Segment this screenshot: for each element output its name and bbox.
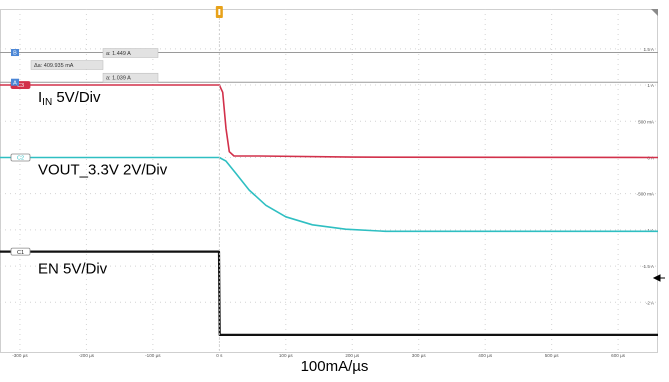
trigger-marker	[215, 6, 665, 353]
trace-label-c1: EN 5V/Div	[38, 261, 108, 278]
cursor-tag-letter: A	[13, 80, 17, 86]
x-tick-label: 500 µs	[545, 353, 560, 358]
x-tick-label: 100 µs	[279, 353, 294, 358]
x-tick-labels: -300 µs -200 µs -100 µs 0 s 100 µs 200 µs 300 …	[12, 353, 626, 358]
trace-label-c2: VOUT_3.3V 2V/Div	[38, 161, 168, 178]
channel-marker-label: C3	[17, 83, 24, 89]
cursor-tag-box	[11, 49, 19, 57]
traces	[0, 84, 659, 336]
x-tick-label: -200 µs	[79, 353, 95, 358]
y-tick-label: -2 A	[646, 300, 655, 305]
cursor-tag-box	[11, 78, 19, 86]
x-tick-label: -100 µs	[145, 353, 161, 358]
cursor-readouts: a: 1.449 A a: 1.039 A Δa: 409.935 mA B A	[11, 48, 159, 86]
x-tick-label: 600 µs	[611, 353, 626, 358]
channel-marker-box	[10, 153, 31, 162]
grid	[0, 9, 658, 353]
x-tick-label: 300 µs	[412, 353, 427, 358]
x-tick-label: 200 µs	[345, 353, 360, 358]
channel-marker-c2: C2	[10, 153, 31, 162]
readout-box	[30, 60, 104, 70]
channel-marker-box	[10, 247, 31, 256]
trace-labels: IIN 5V/Div VOUT_3.3V 2V/Div EN 5V/Div	[38, 89, 168, 278]
y-tick-label: 1 A	[647, 83, 655, 88]
corner-fold-icon	[651, 9, 658, 16]
readout-text: a: 1.449 A	[106, 51, 131, 57]
readout-text: a: 1.039 A	[106, 76, 131, 82]
readout-box	[102, 48, 159, 58]
channel-markers: C3 C2 C1	[10, 81, 31, 256]
trace-label-c3: IIN 5V/Div	[38, 89, 101, 108]
readout-box	[102, 72, 159, 83]
plot-frame	[0, 9, 658, 353]
y-tick-label: -1 A	[646, 228, 655, 233]
channel-marker-c1: C1	[10, 247, 31, 256]
cursor-tag-a: A	[11, 78, 19, 86]
y-tick-label: 500 mA	[638, 119, 655, 124]
offscreen-arrow-icon	[652, 274, 665, 282]
cursor-a2-readout: a: 1.039 A	[102, 72, 159, 83]
cursor-tag-letter: B	[13, 51, 17, 57]
channel-marker-label: C2	[17, 156, 24, 162]
x-tick-label: 0 s	[216, 353, 223, 358]
readout-text: Δa: 409.935 mA	[34, 63, 74, 69]
trace-c3	[0, 84, 659, 159]
x-tick-label: 400 µs	[478, 353, 493, 358]
channel-marker-label: C1	[17, 250, 24, 256]
cursor-delta-readout: Δa: 409.935 mA	[30, 60, 104, 70]
trace-c2	[0, 156, 658, 233]
x-axis-caption: 100mA/µs	[300, 358, 369, 375]
y-tick-label: -1.5 A	[642, 264, 655, 269]
cursor-tag-b: B	[11, 49, 19, 57]
y-tick-label: 1.5 A	[644, 47, 655, 52]
cursor-a1-readout: a: 1.449 A	[102, 48, 159, 58]
x-tick-label: -300 µs	[12, 353, 28, 358]
trigger-flag-mark	[218, 9, 221, 15]
y-tick-label: -500 mA	[637, 192, 655, 197]
